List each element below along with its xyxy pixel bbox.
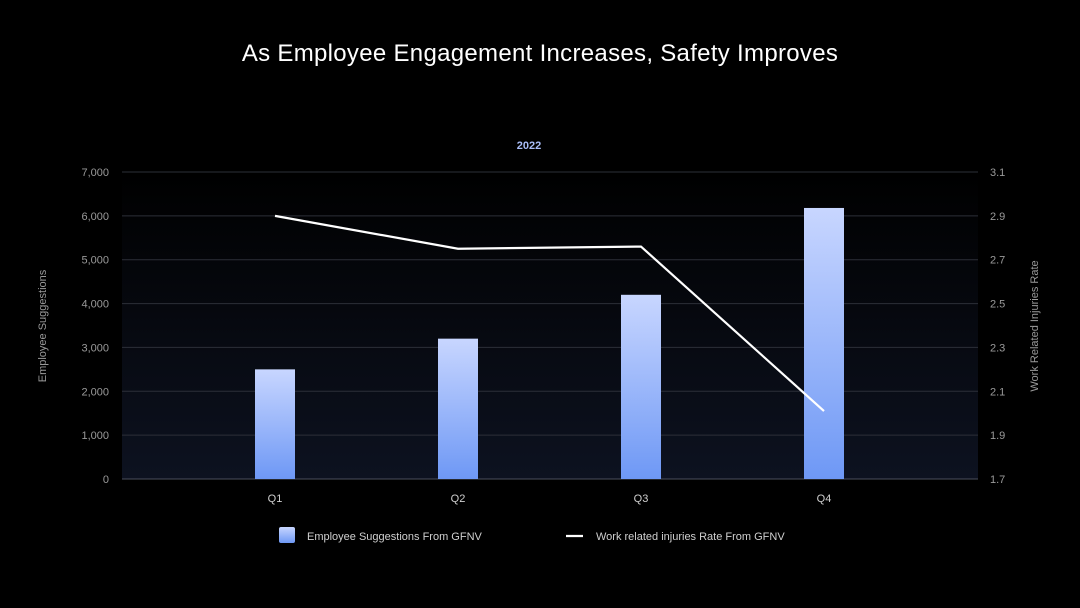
left-axis-ticks: 0 1,000 2,000 3,000 4,000 5,000 6,000 7,000	[81, 167, 109, 486]
right-axis-label: Work Related Injuries Rate	[1029, 260, 1041, 391]
chart-title: As Employee Engagement Increases, Safety…	[241, 40, 839, 67]
y-tick-label: 1,000	[81, 430, 109, 442]
y2-tick-label: 1.7	[990, 474, 1005, 486]
legend-line-label: Work related injuries Rate From GFNV	[596, 531, 785, 543]
y2-tick-label: 2.5	[990, 299, 1005, 311]
y-tick-label: 4,000	[81, 299, 109, 311]
bar-q1	[255, 369, 295, 479]
y-tick-label: 3,000	[81, 342, 109, 354]
y2-tick-label: 3.1	[990, 167, 1005, 179]
y2-tick-label: 2.3	[990, 342, 1005, 354]
y2-tick-label: 1.9	[990, 430, 1005, 442]
y-tick-label: 7,000	[81, 167, 109, 179]
x-tick-label: Q1	[268, 493, 283, 505]
bar-q3	[621, 294, 661, 479]
category-labels: Q1 Q2 Q3 Q4	[268, 493, 832, 505]
bar-q2	[438, 338, 478, 479]
y2-tick-label: 2.9	[990, 211, 1005, 223]
x-tick-label: Q3	[634, 493, 649, 505]
left-axis-label: Employee Suggestions	[37, 269, 49, 382]
bar-q4	[804, 207, 844, 479]
bar-series	[255, 207, 844, 479]
y-tick-label: 5,000	[81, 255, 109, 267]
legend-bar-label: Employee Suggestions From GFNV	[307, 531, 483, 543]
y-tick-label: 0	[103, 474, 109, 486]
plot-area	[122, 172, 978, 479]
y2-tick-label: 2.7	[990, 255, 1005, 267]
y-tick-label: 2,000	[81, 386, 109, 398]
legend-bar-swatch	[279, 527, 295, 543]
injury-rate-line	[274, 214, 825, 412]
legend: Employee Suggestions From GFNV Work rela…	[279, 527, 785, 543]
y2-tick-label: 2.1	[990, 386, 1005, 398]
x-tick-label: Q2	[451, 493, 466, 505]
x-tick-label: Q4	[817, 493, 832, 505]
y-tick-label: 6,000	[81, 211, 109, 223]
chart-subtitle: 2022	[517, 140, 541, 152]
right-axis-ticks: 1.7 1.9 2.1 2.3 2.5 2.7 2.9 3.1	[990, 167, 1005, 486]
